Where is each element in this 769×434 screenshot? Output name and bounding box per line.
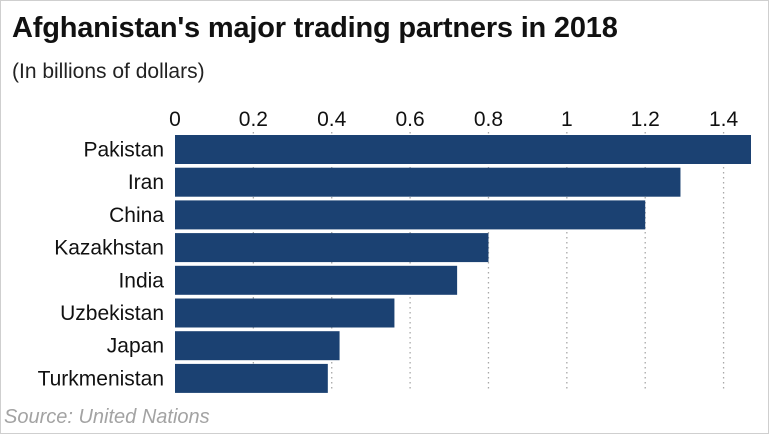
category-label: Japan: [107, 335, 164, 358]
chart-subtitle: (In billions of dollars): [12, 60, 205, 83]
chart-title: Afghanistan's major trading partners in …: [12, 12, 618, 44]
category-label: Turkmenistan: [38, 367, 164, 390]
category-label: Uzbekistan: [60, 302, 164, 325]
category-label: Iran: [128, 171, 164, 194]
x-tick-label: 0.4: [317, 108, 347, 131]
x-tick-label: 0.2: [239, 108, 268, 131]
x-tick-label: 1: [561, 108, 573, 131]
source-note: Source: United Nations: [4, 406, 210, 428]
bar-iran: [175, 167, 681, 197]
bar-india: [175, 265, 458, 295]
x-tick-label: 1.2: [631, 108, 660, 131]
x-tick-label: 0.8: [474, 108, 503, 131]
category-label: Pakistan: [83, 139, 164, 162]
category-label: Kazakhstan: [54, 237, 164, 260]
bar-china: [175, 200, 646, 230]
x-tick-label: 1.4: [709, 108, 739, 131]
bar-kazakhstan: [175, 233, 489, 263]
bar-turkmenistan: [175, 363, 328, 393]
x-tick-label: 0: [169, 108, 181, 131]
x-tick-label: 0.6: [396, 108, 425, 131]
bar-pakistan: [175, 135, 751, 164]
category-label: China: [109, 204, 164, 227]
bar-uzbekistan: [175, 298, 395, 328]
category-label: India: [118, 269, 164, 292]
bar-japan: [175, 331, 340, 361]
